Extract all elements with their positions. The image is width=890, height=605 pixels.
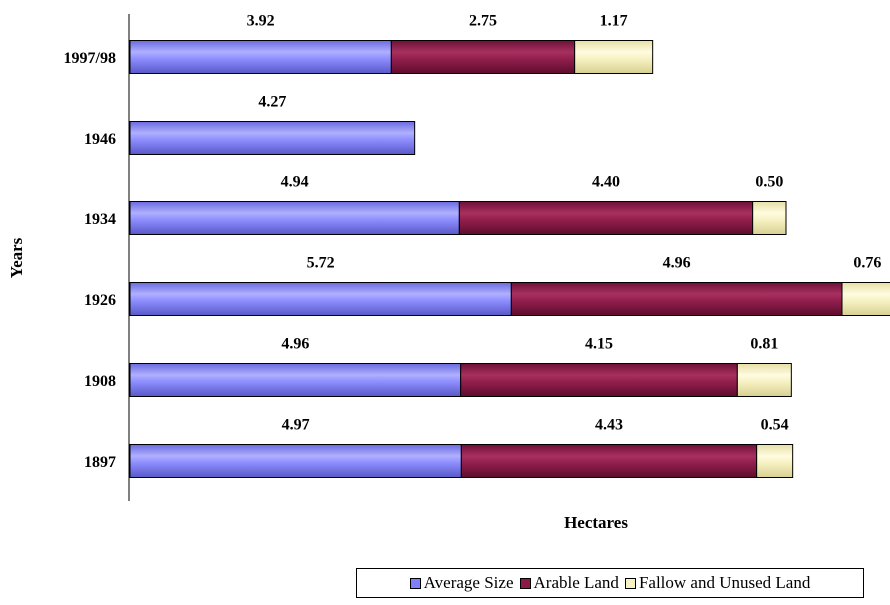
legend-label: Average Size xyxy=(423,573,514,592)
y-tick-label: 1926 xyxy=(84,292,116,309)
data-label: 5.72 xyxy=(307,255,335,272)
bar-segment xyxy=(841,282,890,316)
bars-layer xyxy=(129,40,890,478)
data-label: 4.96 xyxy=(663,255,691,272)
data-label: 0.76 xyxy=(853,255,881,272)
x-axis-title: Hectares xyxy=(564,513,628,532)
data-label: 4.97 xyxy=(282,417,310,434)
bar-segment xyxy=(129,40,392,74)
y-tick-label: 1934 xyxy=(84,211,116,228)
legend-swatch xyxy=(519,577,531,589)
data-label: 4.94 xyxy=(281,174,309,191)
data-label: 0.54 xyxy=(761,417,789,434)
legend-swatch xyxy=(409,577,421,589)
bar-segment xyxy=(460,363,738,397)
data-label: 2.75 xyxy=(469,13,497,30)
y-tick-label: 1897 xyxy=(84,454,116,471)
data-label: 3.92 xyxy=(247,13,275,30)
y-tick-label: 1908 xyxy=(84,373,116,390)
bar-segment xyxy=(756,444,794,478)
bar-segment xyxy=(458,201,754,235)
y-tick-label: 1997/98 xyxy=(64,50,116,67)
data-label: 4.40 xyxy=(592,174,620,191)
bar-segment xyxy=(129,444,462,478)
data-label: 4.96 xyxy=(281,336,309,353)
bar-segment xyxy=(574,40,654,74)
data-label: 1.17 xyxy=(600,13,628,30)
legend-label: Fallow and Unused Land xyxy=(638,573,811,592)
y-tick-label: 1946 xyxy=(84,131,116,148)
bar-segment xyxy=(129,121,416,155)
bar-segment xyxy=(736,363,792,397)
data-label: 4.15 xyxy=(585,336,613,353)
legend-item: Average Size xyxy=(409,573,514,593)
y-axis-title: Years xyxy=(7,237,26,278)
bar-segment xyxy=(129,282,512,316)
bar-segment xyxy=(129,201,460,235)
bar-segment xyxy=(752,201,787,235)
data-label: 0.50 xyxy=(755,174,783,191)
data-label: 0.81 xyxy=(750,336,778,353)
bar-segment xyxy=(129,363,462,397)
legend-swatch xyxy=(624,577,636,589)
data-label: 4.27 xyxy=(258,94,286,111)
legend-item: Fallow and Unused Land xyxy=(624,573,811,593)
bar-segment xyxy=(390,40,576,74)
data-labels-layer: 3.92 2.75 1.17 4.27 4.94 4.40 0.50 5.72 4.96 0.76… xyxy=(247,13,882,434)
bar-segment xyxy=(460,444,758,478)
y-tick-labels: 1997/98 1946 1934 1926 1908 1897 xyxy=(64,50,116,471)
data-label: 4.43 xyxy=(595,417,623,434)
legend-label: Arable Land xyxy=(533,573,619,592)
legend: Average Size Arable Land Fallow and Unused… xyxy=(356,568,864,598)
bar-segment xyxy=(510,282,843,316)
legend-item: Arable Land xyxy=(519,573,619,593)
